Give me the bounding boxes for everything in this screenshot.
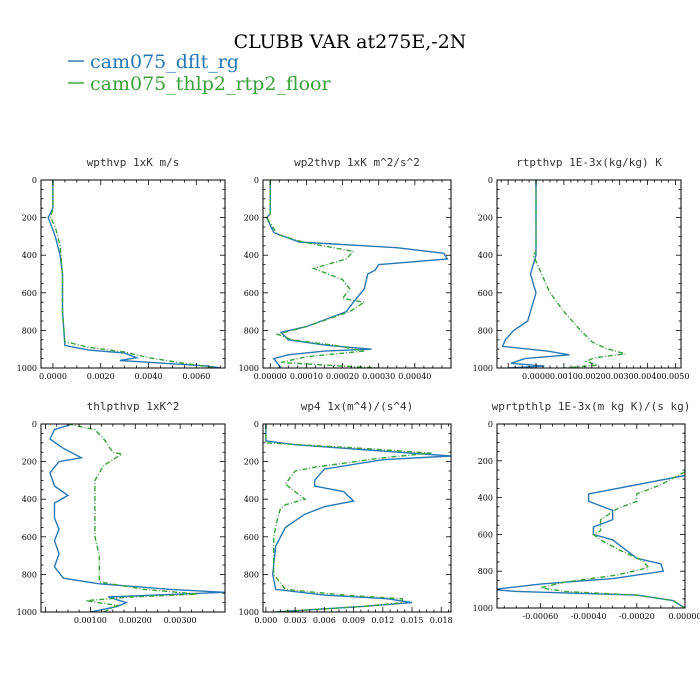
y-tick-label: 1000	[239, 364, 259, 373]
x-tick-label: 0.0010	[550, 372, 578, 381]
series-line-dflt	[265, 180, 449, 368]
plot-frame	[496, 179, 682, 369]
panel-title: wprtpthlp 1E-3x(m kg K)/(s kg)	[492, 400, 691, 413]
y-tick-label: 0	[32, 420, 37, 429]
y-tick-label: 200	[22, 458, 37, 467]
y-tick-label: 400	[478, 494, 493, 503]
y-tick-label: 600	[478, 530, 493, 539]
y-tick-label: 0	[32, 176, 37, 185]
x-tick-label: 0.00010	[290, 372, 323, 381]
x-tick-label: 0.0050	[661, 372, 689, 381]
panel-title: wp4 1x(m^4)/(s^4)	[301, 400, 414, 413]
y-tick-label: 600	[478, 289, 493, 298]
x-tick-label: 0.00300	[164, 616, 197, 625]
x-tick-label: 0.0020	[87, 372, 115, 381]
x-tick-label: 0.00000	[254, 372, 287, 381]
legend-label-floor: cam075_thlp2_rtp2_floor	[90, 73, 331, 95]
figure-title: CLUBB VAR at275E,-2N	[234, 31, 467, 53]
plot-panel-4: thlpthvp 1xK^2 0 200 400 600 800 1000 0.00100 0.…	[17, 400, 226, 625]
x-tick-label: 0.000	[254, 616, 277, 625]
x-tick-label: 0.009	[342, 616, 365, 625]
plot-frame	[262, 423, 452, 613]
x-tick-label: -0.00060	[522, 612, 558, 621]
x-tick-label: 0.0030	[606, 372, 634, 381]
x-tick-label: 0.0000	[522, 372, 550, 381]
x-tick-label: 0.015	[401, 616, 424, 625]
x-tick-label: 0.018	[430, 616, 453, 625]
x-tick-label: 0.00020	[326, 372, 359, 381]
y-tick-label: 1000	[239, 608, 259, 617]
series-line-floor	[265, 424, 432, 612]
y-tick-label: 800	[478, 567, 493, 576]
y-tick-label: 400	[22, 251, 37, 260]
y-tick-label: 1000	[17, 608, 37, 617]
y-tick-label: 800	[244, 570, 259, 579]
series-line-floor	[532, 180, 626, 368]
y-tick-label: 200	[244, 214, 259, 223]
y-tick-label: 200	[478, 214, 493, 223]
x-tick-label: -0.00040	[571, 612, 607, 621]
panel-title: wpthvp 1xK m/s	[87, 156, 180, 169]
x-tick-label: 0.012	[371, 616, 394, 625]
x-tick-label: 0.0040	[135, 372, 163, 381]
panel-title: wp2thvp 1xK m^2/s^2	[294, 156, 420, 169]
y-tick-label: 200	[22, 214, 37, 223]
y-tick-label: 400	[244, 495, 259, 504]
y-tick-label: 600	[244, 289, 259, 298]
plot-panel-6: wprtpthlp 1E-3x(m kg K)/(s kg) 0 200 400 600…	[473, 400, 700, 621]
y-tick-label: 800	[22, 326, 37, 335]
x-tick-label: 0.00100	[74, 616, 107, 625]
plot-panel-2: wp2thvp 1xK m^2/s^2020040060080010000.00…	[239, 156, 452, 381]
y-tick-label: 0	[488, 176, 493, 185]
y-tick-label: 200	[244, 458, 259, 467]
series-line-dflt	[47, 180, 221, 368]
series-line-floor	[49, 180, 216, 368]
x-tick-label: 0.00000	[668, 612, 700, 621]
x-tick-label: 0.00030	[362, 372, 395, 381]
y-tick-label: 600	[22, 289, 37, 298]
series-line-dflt	[49, 424, 225, 612]
x-tick-label: -0.00020	[619, 612, 655, 621]
x-tick-label: 0.00200	[119, 616, 152, 625]
series-line-dflt	[497, 474, 685, 608]
y-tick-label: 600	[244, 533, 259, 542]
y-tick-label: 0	[254, 176, 259, 185]
y-tick-label: 1000	[17, 364, 37, 373]
x-tick-label: 0.0000	[39, 372, 67, 381]
y-tick-label: 800	[244, 326, 259, 335]
y-tick-label: 0	[488, 420, 493, 429]
y-tick-label: 800	[478, 326, 493, 335]
series-line-floor	[540, 471, 685, 608]
x-tick-label: 0.00040	[398, 372, 431, 381]
y-tick-label: 600	[22, 533, 37, 542]
x-tick-label: 0.0060	[182, 372, 210, 381]
plot-frame	[40, 179, 226, 369]
plot-panel-3: rtpthvp 1E-3x(kg/kg) K 0 200 400 600 800 1000 0…	[473, 156, 690, 381]
panel-title: thlpthvp 1xK^2	[87, 400, 180, 413]
series-line-floor	[265, 180, 379, 368]
y-tick-label: 1000	[473, 604, 493, 613]
panel-title: rtpthvp 1E-3x(kg/kg) K	[516, 156, 662, 169]
series-line-dflt	[501, 180, 570, 368]
x-tick-label: 0.0020	[578, 372, 606, 381]
y-tick-label: 1000	[473, 364, 493, 373]
legend-label-dflt: cam075_dflt_rg	[90, 51, 239, 73]
y-tick-label: 800	[22, 570, 37, 579]
x-tick-label: 0.006	[313, 616, 336, 625]
y-tick-label: 400	[244, 251, 259, 260]
y-tick-label: 400	[22, 495, 37, 504]
y-tick-label: 400	[478, 251, 493, 260]
x-tick-label: 0.0040	[634, 372, 662, 381]
legend: cam075_dflt_rg cam075_thlp2_rtp2_floor	[68, 51, 331, 95]
x-tick-label: 0.003	[284, 616, 307, 625]
series-line-floor	[67, 424, 199, 612]
y-tick-label: 200	[478, 457, 493, 466]
y-tick-label: 0	[254, 420, 259, 429]
plot-frame	[40, 423, 226, 613]
series-line-dflt	[265, 424, 451, 612]
